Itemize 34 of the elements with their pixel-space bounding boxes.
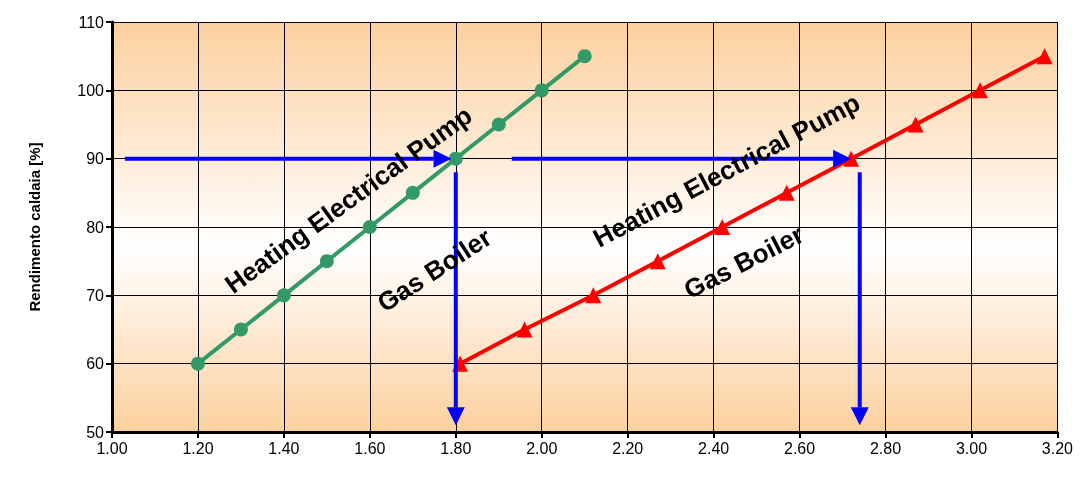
y-tick-label: 90 xyxy=(86,150,105,168)
x-tick-label: 2.00 xyxy=(526,439,558,457)
x-tick-label: 3.20 xyxy=(1041,439,1074,457)
point xyxy=(649,253,666,270)
y-tick-label: 80 xyxy=(86,218,105,236)
x-tick-label: 1.60 xyxy=(354,439,386,457)
point xyxy=(491,117,506,132)
x-tick-label: 3.00 xyxy=(955,439,988,457)
point xyxy=(907,116,924,133)
point xyxy=(585,287,602,304)
point xyxy=(319,254,334,269)
y-tick-label: 70 xyxy=(86,286,105,304)
y-tick-label: 50 xyxy=(86,423,105,441)
x-tick-label: 2.80 xyxy=(869,439,902,457)
point xyxy=(1036,48,1053,65)
point xyxy=(714,219,731,235)
point xyxy=(577,49,592,64)
x-tick-label: 1.00 xyxy=(96,439,128,457)
x-tick-label: 1.20 xyxy=(182,439,214,457)
x-tick-label: 1.80 xyxy=(440,439,472,457)
point xyxy=(972,82,989,99)
point xyxy=(843,150,860,167)
x-tick-label: 2.20 xyxy=(612,439,644,457)
x-tick-label: 2.60 xyxy=(784,439,816,457)
y-tick-label: 60 xyxy=(86,355,105,373)
y-tick-label: 100 xyxy=(77,81,105,99)
point xyxy=(534,83,549,98)
x-tick-label: 1.40 xyxy=(268,439,300,457)
point xyxy=(516,321,533,338)
x-tick-label: 2.40 xyxy=(698,439,730,457)
y-tick-label: 110 xyxy=(78,13,105,31)
point xyxy=(190,356,205,371)
y-axis-title: Rendimento caldaia [%] xyxy=(26,142,43,312)
point xyxy=(233,322,248,337)
